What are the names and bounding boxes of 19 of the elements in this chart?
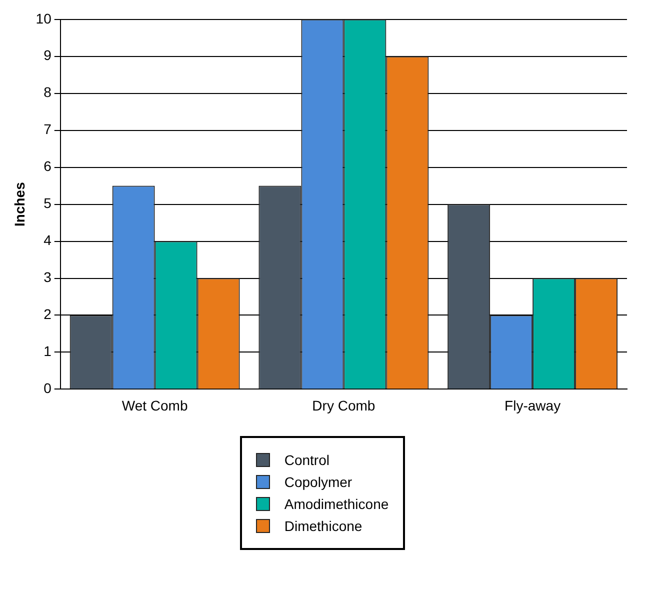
y-tick-label: 5 xyxy=(44,195,52,212)
y-tick-label: 1 xyxy=(44,343,52,360)
y-tick-label: 10 xyxy=(36,10,52,26)
legend-label: Copolymer xyxy=(284,474,352,490)
legend-label: Control xyxy=(284,452,330,468)
y-axis-title: Inches xyxy=(11,182,28,226)
y-tick-label: 2 xyxy=(44,306,52,322)
x-tick-label: Fly-away xyxy=(504,397,561,414)
legend-label: Amodimethicone xyxy=(284,496,389,512)
y-tick-label: 6 xyxy=(44,158,52,174)
y-tick-label: 7 xyxy=(44,121,52,138)
y-tick-label: 3 xyxy=(44,269,52,286)
y-tick-label: 4 xyxy=(44,232,52,248)
y-tick-label: 8 xyxy=(44,84,52,100)
y-tick-label: 0 xyxy=(44,380,52,396)
legend-label: Dimethicone xyxy=(284,518,362,534)
y-tick-label: 9 xyxy=(44,47,52,64)
x-tick-label: Dry Comb xyxy=(312,397,376,414)
x-tick-label: Wet Comb xyxy=(122,397,188,414)
